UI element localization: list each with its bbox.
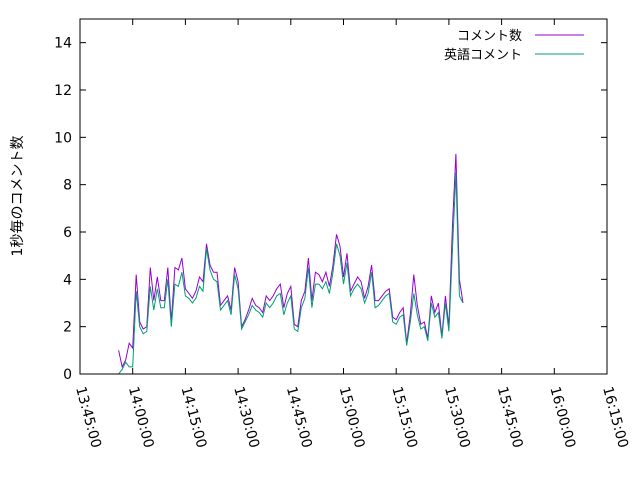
y-tick-label: 8 <box>63 178 72 194</box>
legend-label-1: 英語コメント <box>444 47 522 63</box>
plot-frame <box>79 18 608 375</box>
y-tick-label: 0 <box>63 367 72 383</box>
x-tick-label: 15:30:00 <box>441 385 473 450</box>
x-tick-label: 16:00:00 <box>546 385 578 450</box>
x-tick-label: 16:15:00 <box>599 385 631 450</box>
y-axis-label: 1秒毎のコメント数 <box>10 136 26 257</box>
y-tick-label: 14 <box>54 36 72 52</box>
y-tick-label: 12 <box>54 83 72 99</box>
series-line-0 <box>118 153 464 369</box>
x-tick-label: 14:45:00 <box>283 385 315 450</box>
x-tick-label: 15:00:00 <box>336 385 368 450</box>
x-tick-label: 13:45:00 <box>72 385 104 450</box>
x-tick-label: 14:15:00 <box>178 385 210 450</box>
x-tick-label: 14:00:00 <box>125 385 157 450</box>
y-tick-label: 4 <box>63 272 72 288</box>
x-tick-label: 14:30:00 <box>230 385 262 450</box>
x-tick-label: 15:15:00 <box>388 385 420 450</box>
x-tick-label: 15:45:00 <box>494 385 526 450</box>
y-tick-label: 6 <box>63 225 72 241</box>
series-line-1 <box>118 172 464 375</box>
y-tick-label: 2 <box>63 320 72 336</box>
legend-label-0: コメント数 <box>457 29 522 44</box>
y-tick-label: 10 <box>54 130 72 146</box>
